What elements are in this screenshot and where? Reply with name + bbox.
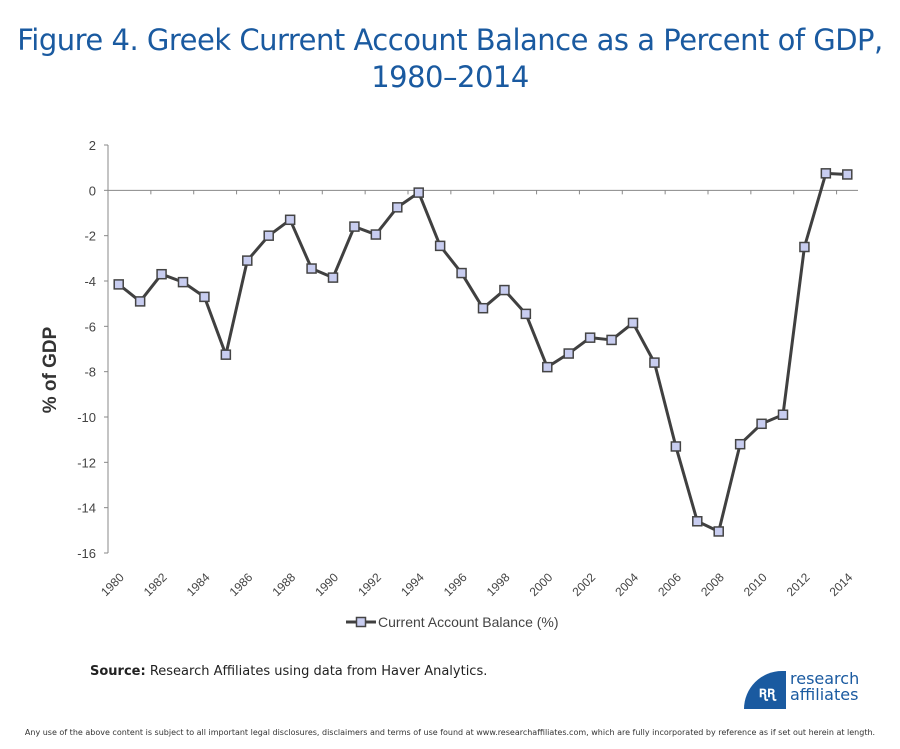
data-point xyxy=(584,332,596,343)
y-tick-label: -2 xyxy=(84,229,96,244)
x-tick-label: 1990 xyxy=(312,570,341,599)
figure-title: Figure 4. Greek Current Account Balance … xyxy=(0,22,900,96)
x-tick-label: 2004 xyxy=(612,570,641,599)
data-point xyxy=(134,296,146,307)
x-tick-label: 1994 xyxy=(398,570,427,599)
data-point xyxy=(670,441,682,452)
x-tick-label: 1984 xyxy=(184,570,213,599)
y-tick-label: -6 xyxy=(84,319,96,334)
data-point xyxy=(842,169,853,180)
logo-mark-icon: ꭆꭆ xyxy=(744,671,786,709)
data-point xyxy=(392,202,403,213)
x-tick-label: 2006 xyxy=(655,570,684,599)
title-line-2: 1980–2014 xyxy=(371,60,529,94)
y-tick-label: -8 xyxy=(84,365,96,380)
data-point xyxy=(542,361,553,373)
data-point xyxy=(199,291,210,303)
x-tick-label: 1998 xyxy=(484,570,513,599)
data-point xyxy=(220,349,232,360)
y-tick-label: -12 xyxy=(77,455,96,470)
x-tick-label: 2012 xyxy=(784,570,813,599)
data-point xyxy=(820,168,832,179)
data-point xyxy=(177,276,189,288)
data-point xyxy=(799,241,810,253)
x-tick-label: 2014 xyxy=(827,570,856,599)
x-tick-label: 2010 xyxy=(741,570,770,599)
x-tick-label: 2008 xyxy=(698,570,727,599)
data-point xyxy=(413,187,424,198)
disclaimer: Any use of the above content is subject … xyxy=(24,728,876,737)
data-point xyxy=(156,268,167,280)
data-point xyxy=(520,308,532,320)
data-point xyxy=(242,255,253,266)
y-tick-label: -4 xyxy=(84,274,96,289)
y-tick-label: -10 xyxy=(77,410,96,425)
data-point xyxy=(777,409,789,420)
y-axis-title: % of GDP xyxy=(40,326,61,413)
y-tick-label: -14 xyxy=(77,501,96,516)
data-point xyxy=(370,229,382,240)
data-point xyxy=(756,418,767,430)
x-tick-label: 1980 xyxy=(98,570,127,599)
data-point xyxy=(499,284,510,296)
logo-line-2: affiliates xyxy=(790,685,859,704)
data-point xyxy=(692,516,703,527)
data-point xyxy=(327,272,339,283)
data-point xyxy=(349,221,360,232)
data-point xyxy=(284,214,296,226)
data-point xyxy=(563,348,574,359)
source-label: Source: xyxy=(90,664,146,679)
legend-marker xyxy=(355,616,367,628)
x-tick-label: 1982 xyxy=(141,570,170,599)
data-point xyxy=(263,230,274,241)
data-point xyxy=(306,263,317,274)
legend-label: Current Account Balance (%) xyxy=(378,614,559,630)
x-tick-label: 1996 xyxy=(441,570,470,599)
data-point xyxy=(113,279,124,290)
x-tick-label: 2000 xyxy=(527,570,556,599)
data-point xyxy=(456,267,467,279)
y-tick-label: 2 xyxy=(89,138,96,153)
x-tick-label: 2002 xyxy=(569,570,598,599)
research-affiliates-logo: ꭆꭆ research affiliates xyxy=(744,671,874,709)
title-line-1: Figure 4. Greek Current Account Balance … xyxy=(17,23,883,57)
data-point xyxy=(713,526,724,537)
data-point xyxy=(477,302,489,314)
y-tick-label: -16 xyxy=(77,546,96,561)
x-tick-label: 1986 xyxy=(227,570,256,599)
x-tick-label: 1988 xyxy=(269,570,298,599)
x-tick-label: 1992 xyxy=(355,570,384,599)
data-point xyxy=(434,240,446,252)
source-note: Source: Research Affiliates using data f… xyxy=(90,664,487,679)
data-point xyxy=(627,317,639,329)
y-tick-label: 0 xyxy=(89,183,96,198)
logo-line-1: research xyxy=(790,669,860,688)
data-point xyxy=(649,357,660,368)
data-point xyxy=(606,334,617,346)
data-point xyxy=(734,438,746,450)
source-text: Research Affiliates using data from Have… xyxy=(145,664,488,679)
